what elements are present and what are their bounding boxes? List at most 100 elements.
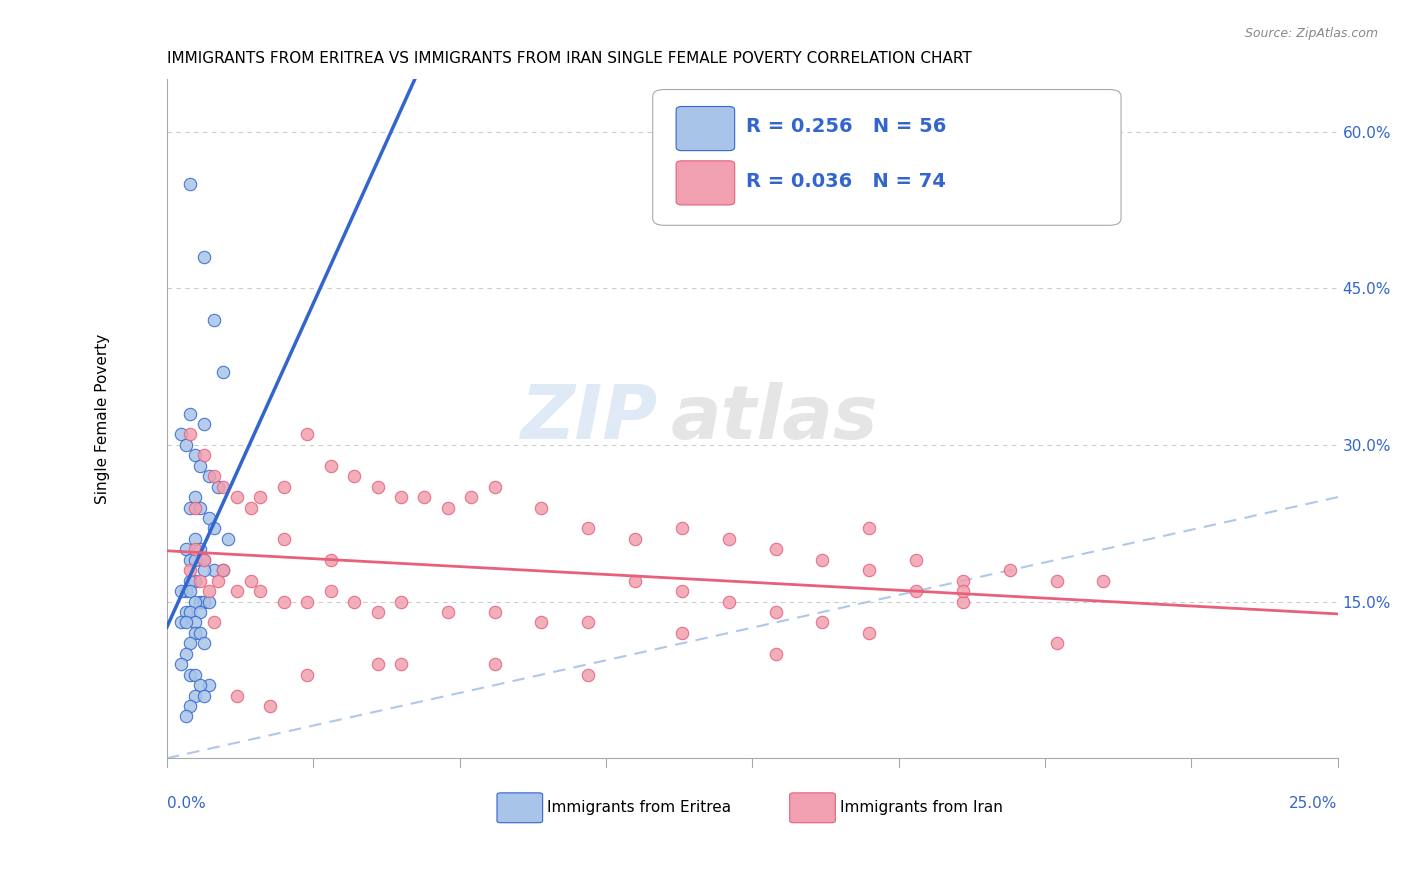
Point <box>193 636 215 650</box>
Point <box>188 605 211 619</box>
Point <box>858 626 880 640</box>
Point <box>179 584 201 599</box>
Point <box>1046 574 1069 588</box>
Point <box>576 615 599 630</box>
Point <box>179 563 201 577</box>
Point <box>212 480 235 494</box>
Point <box>530 500 553 515</box>
Point <box>273 594 295 608</box>
Point <box>436 605 458 619</box>
Point <box>240 500 263 515</box>
Point <box>484 657 506 672</box>
Point <box>226 584 249 599</box>
Point <box>193 563 215 577</box>
Point <box>174 647 197 661</box>
Point <box>193 553 215 567</box>
Point <box>576 667 599 681</box>
Point <box>484 480 506 494</box>
Point <box>671 521 693 535</box>
Point <box>389 490 412 504</box>
Point <box>174 615 197 630</box>
Point <box>1046 636 1069 650</box>
Point <box>530 615 553 630</box>
Point <box>436 500 458 515</box>
Text: Single Female Poverty: Single Female Poverty <box>94 334 110 504</box>
Point <box>858 563 880 577</box>
Point <box>174 584 197 599</box>
Point <box>811 553 834 567</box>
Point <box>184 615 207 630</box>
Point <box>184 626 207 640</box>
Point <box>212 563 235 577</box>
Point <box>226 490 249 504</box>
Point <box>193 448 215 462</box>
Point <box>188 626 211 640</box>
Point <box>184 490 207 504</box>
Point <box>174 438 197 452</box>
Text: Immigrants from Eritrea: Immigrants from Eritrea <box>547 800 731 815</box>
Point <box>212 365 235 379</box>
Point <box>184 542 207 557</box>
Point <box>184 689 207 703</box>
Point <box>343 469 366 483</box>
Point <box>624 574 647 588</box>
Point <box>179 667 201 681</box>
Point <box>179 605 201 619</box>
Point <box>249 490 271 504</box>
Point <box>179 636 201 650</box>
Point <box>1092 574 1115 588</box>
Point <box>188 542 211 557</box>
Point <box>184 448 207 462</box>
Point <box>179 553 201 567</box>
Point <box>413 490 436 504</box>
Point <box>193 417 215 431</box>
Point <box>765 542 787 557</box>
Point <box>202 521 225 535</box>
Point <box>174 605 197 619</box>
Text: Source: ZipAtlas.com: Source: ZipAtlas.com <box>1244 27 1378 40</box>
Point <box>202 469 225 483</box>
Point <box>184 574 207 588</box>
Point <box>207 574 229 588</box>
Point <box>389 594 412 608</box>
Point <box>240 574 263 588</box>
Point <box>198 469 221 483</box>
Point <box>273 480 295 494</box>
Point <box>367 605 389 619</box>
Point <box>765 605 787 619</box>
Point <box>460 490 482 504</box>
FancyBboxPatch shape <box>790 793 835 822</box>
Point <box>184 594 207 608</box>
Point <box>193 594 215 608</box>
Point <box>202 312 225 326</box>
Point <box>484 605 506 619</box>
Point <box>179 407 201 421</box>
Point <box>188 458 211 473</box>
Point <box>576 521 599 535</box>
Point <box>319 458 342 473</box>
Point <box>217 532 239 546</box>
Text: ZIP: ZIP <box>522 383 658 455</box>
Point <box>717 532 740 546</box>
Point <box>905 553 928 567</box>
Text: atlas: atlas <box>671 383 877 455</box>
Point <box>188 500 211 515</box>
Point <box>198 594 221 608</box>
FancyBboxPatch shape <box>676 106 735 151</box>
Point <box>259 698 281 713</box>
Point <box>184 532 207 546</box>
Point <box>174 542 197 557</box>
Point <box>811 615 834 630</box>
Point <box>179 500 201 515</box>
Point <box>717 594 740 608</box>
Point <box>179 177 201 191</box>
Point <box>343 594 366 608</box>
Text: 25.0%: 25.0% <box>1289 796 1337 811</box>
Point <box>188 678 211 692</box>
Point <box>297 594 319 608</box>
Point <box>193 689 215 703</box>
Point <box>297 427 319 442</box>
Point <box>297 667 319 681</box>
Text: 0.0%: 0.0% <box>167 796 205 811</box>
Point <box>765 647 787 661</box>
